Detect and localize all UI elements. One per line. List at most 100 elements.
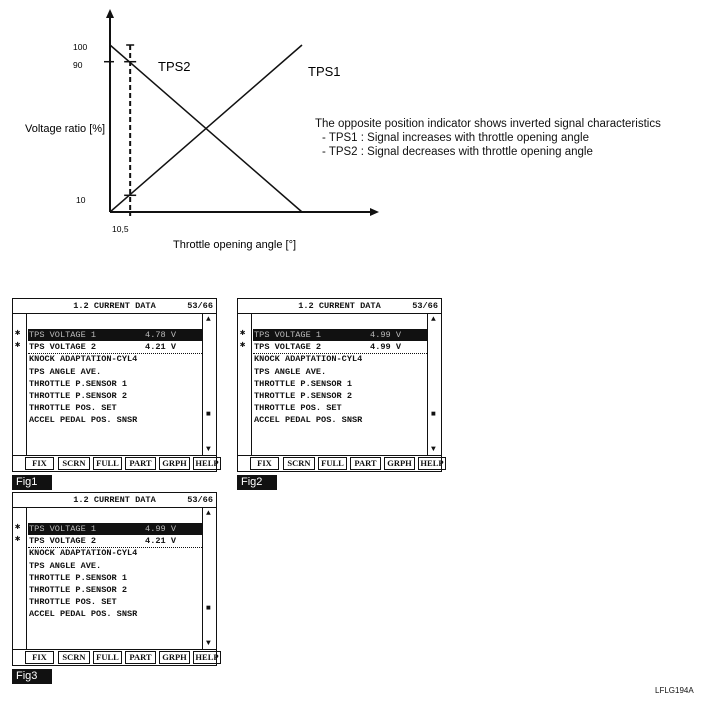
button-grph[interactable]: GRPH [384, 457, 415, 470]
button-fix[interactable]: FIX [250, 457, 279, 470]
data-row[interactable]: KNOCK ADAPTATION-CYL4 [253, 353, 427, 365]
screen-title: 1.2 CURRENT DATA [298, 301, 381, 311]
data-row[interactable]: TPS ANGLE AVE. [253, 366, 427, 378]
row-label: TPS ANGLE AVE. [254, 366, 327, 377]
selected-marker-icon: ✱ [240, 340, 246, 351]
row-label: KNOCK ADAPTATION-CYL4 [29, 548, 138, 559]
row-label: TPS VOLTAGE 2 [29, 536, 97, 547]
button-part[interactable]: PART [350, 457, 381, 470]
row-label: TPS VOLTAGE 1 [29, 524, 97, 534]
data-row[interactable]: TPS ANGLE AVE. [28, 366, 202, 378]
button-help[interactable]: HELP [418, 457, 446, 470]
row-value: 4.99 V [145, 524, 176, 534]
function-key-bar: FIX SCRN FULL PART GRPH HELP [13, 649, 221, 665]
scroll-up-icon[interactable]: ▲ [206, 315, 211, 324]
page-counter: 53/66 [187, 495, 213, 505]
row-label: TPS VOLTAGE 2 [29, 342, 97, 353]
row-label: ACCEL PEDAL POS. SNSR [29, 415, 138, 426]
y-axis-label: Voltage ratio [%] [25, 123, 105, 135]
button-help[interactable]: HELP [193, 651, 221, 664]
selected-marker-icon: ✱ [240, 328, 246, 338]
row-label: TPS ANGLE AVE. [29, 366, 102, 377]
data-row[interactable]: THROTTLE P.SENSOR 2 [28, 584, 202, 596]
data-row[interactable]: THROTTLE P.SENSOR 1 [253, 378, 427, 390]
data-row[interactable]: THROTTLE P.SENSOR 1 [28, 378, 202, 390]
button-grph[interactable]: GRPH [159, 457, 190, 470]
screen-header: 1.2 CURRENT DATA 53/66 [13, 299, 216, 314]
data-row[interactable]: ACCEL PEDAL POS. SNSR [28, 414, 202, 426]
data-row[interactable]: TPS VOLTAGE 2 4.21 V [28, 341, 202, 355]
scanner-screen-3: 1.2 CURRENT DATA 53/66 TPS VOLTAGE 1 4.99 V… [12, 492, 221, 666]
function-key-bar: FIX SCRN FULL PART GRPH HELP [13, 455, 221, 471]
note-item-tps1: - TPS1 : Signal increases with throttle … [322, 132, 589, 144]
button-grph[interactable]: GRPH [159, 651, 190, 664]
scroll-down-icon[interactable]: ▼ [206, 639, 211, 648]
scanner-screen-2: 1.2 CURRENT DATA 53/66 TPS VOLTAGE 1 4.99 V… [237, 298, 446, 472]
selected-marker-icon: ✱ [15, 328, 21, 338]
data-row[interactable]: TPS VOLTAGE 2 4.21 V [28, 535, 202, 549]
data-row[interactable]: THROTTLE POS. SET [28, 596, 202, 608]
data-row[interactable]: TPS VOLTAGE 1 4.99 V [253, 329, 427, 341]
button-fix[interactable]: FIX [25, 457, 54, 470]
scroll-thumb[interactable]: ■ [206, 410, 211, 419]
button-part[interactable]: PART [125, 651, 156, 664]
signal-note: The opposite position indicator shows in… [315, 117, 661, 159]
note-heading: The opposite position indicator shows in… [315, 118, 661, 130]
data-row[interactable]: THROTTLE P.SENSOR 2 [28, 390, 202, 402]
row-value: 4.78 V [145, 330, 176, 340]
row-label: THROTTLE P.SENSOR 1 [29, 572, 127, 583]
figure-label: Fig2 [237, 475, 277, 490]
button-fix[interactable]: FIX [25, 651, 54, 664]
scroll-down-icon[interactable]: ▼ [431, 445, 436, 454]
data-row[interactable]: TPS VOLTAGE 2 4.99 V [253, 341, 427, 355]
row-label: THROTTLE POS. SET [29, 597, 117, 608]
selected-marker-icon: ✱ [15, 534, 21, 545]
button-help[interactable]: HELP [193, 457, 221, 470]
row-label: THROTTLE POS. SET [254, 403, 342, 414]
button-part[interactable]: PART [125, 457, 156, 470]
row-value: 4.21 V [145, 342, 176, 353]
row-label: ACCEL PEDAL POS. SNSR [29, 609, 138, 620]
button-scrn[interactable]: SCRN [283, 457, 315, 470]
data-row[interactable]: TPS VOLTAGE 1 4.78 V [28, 329, 202, 341]
data-list: TPS VOLTAGE 1 4.99 V TPS VOLTAGE 2 4.99 V KN… [251, 314, 428, 455]
button-scrn[interactable]: SCRN [58, 651, 90, 664]
selected-marker-icon: ✱ [15, 522, 21, 532]
screen-header: 1.2 CURRENT DATA 53/66 [13, 493, 216, 508]
scrollbar[interactable]: ▲ ■ ▼ [203, 508, 216, 649]
data-row[interactable]: THROTTLE P.SENSOR 1 [28, 572, 202, 584]
row-label: TPS VOLTAGE 2 [254, 342, 322, 353]
data-row[interactable]: THROTTLE POS. SET [28, 402, 202, 414]
button-scrn[interactable]: SCRN [58, 457, 90, 470]
button-full[interactable]: FULL [93, 651, 122, 664]
selected-marker-icon: ✱ [15, 340, 21, 351]
row-value: 4.99 V [370, 330, 401, 340]
data-row[interactable]: KNOCK ADAPTATION-CYL4 [28, 547, 202, 559]
y-tick-100: 100 [73, 42, 87, 52]
data-row[interactable]: TPS VOLTAGE 1 4.99 V [28, 523, 202, 535]
note-item-tps2: - TPS2 : Signal decreases with throttle … [322, 146, 593, 158]
scroll-up-icon[interactable]: ▲ [206, 509, 211, 518]
scrollbar[interactable]: ▲ ■ ▼ [428, 314, 441, 455]
data-row[interactable]: TPS ANGLE AVE. [28, 560, 202, 572]
scroll-down-icon[interactable]: ▼ [206, 445, 211, 454]
scroll-up-icon[interactable]: ▲ [431, 315, 436, 324]
row-label: THROTTLE P.SENSOR 2 [29, 585, 127, 595]
row-label: TPS VOLTAGE 1 [29, 330, 97, 340]
scrollbar[interactable]: ▲ ■ ▼ [203, 314, 216, 455]
data-row[interactable]: ACCEL PEDAL POS. SNSR [28, 608, 202, 620]
data-list: TPS VOLTAGE 1 4.78 V TPS VOLTAGE 2 4.21 V KN… [26, 314, 203, 455]
x-tick-10-5: 10,5 [112, 224, 129, 234]
button-full[interactable]: FULL [318, 457, 347, 470]
data-row[interactable]: THROTTLE POS. SET [253, 402, 427, 414]
series-label-tps1: TPS1 [308, 64, 341, 79]
data-row[interactable]: ACCEL PEDAL POS. SNSR [253, 414, 427, 426]
row-label: THROTTLE P.SENSOR 1 [29, 378, 127, 389]
series-label-tps2: TPS2 [158, 59, 191, 74]
scroll-thumb[interactable]: ■ [206, 604, 211, 613]
button-full[interactable]: FULL [93, 457, 122, 470]
scroll-thumb[interactable]: ■ [431, 410, 436, 419]
data-list: TPS VOLTAGE 1 4.99 V TPS VOLTAGE 2 4.21 V KN… [26, 508, 203, 649]
data-row[interactable]: THROTTLE P.SENSOR 2 [253, 390, 427, 402]
data-row[interactable]: KNOCK ADAPTATION-CYL4 [28, 353, 202, 365]
